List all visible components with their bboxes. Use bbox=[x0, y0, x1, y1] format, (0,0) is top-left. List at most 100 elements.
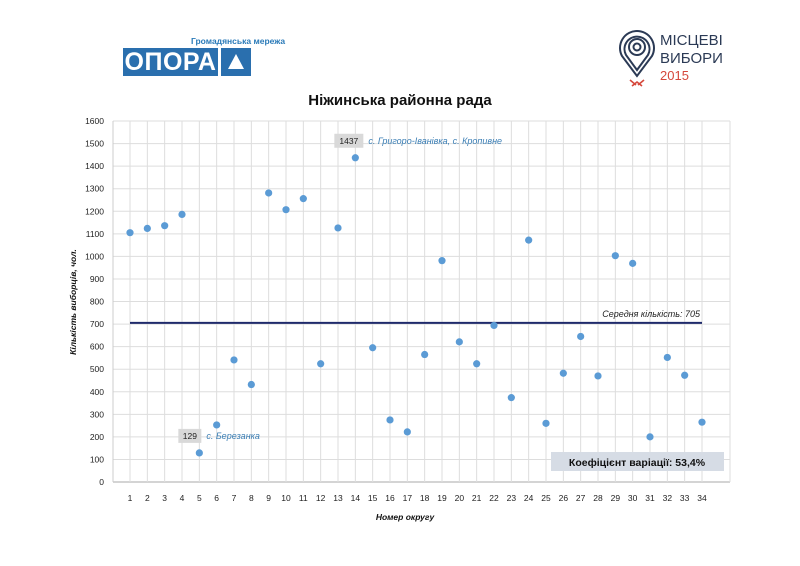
x-tick-label: 34 bbox=[697, 493, 707, 503]
data-point bbox=[178, 210, 186, 219]
x-tick-label: 6 bbox=[214, 493, 219, 503]
data-point bbox=[317, 360, 325, 368]
y-tick-label: 1000 bbox=[85, 251, 104, 261]
variation-label: Коефіцієнт варіації: 53,4% bbox=[569, 457, 706, 469]
y-tick-label: 1500 bbox=[85, 139, 104, 149]
y-tick-label: 400 bbox=[90, 387, 104, 397]
x-tick-label: 7 bbox=[232, 493, 237, 503]
x-axis-title: Номер округу bbox=[376, 512, 436, 522]
y-tick-label: 600 bbox=[90, 342, 104, 352]
x-tick-label: 14 bbox=[351, 493, 361, 503]
data-point bbox=[230, 356, 238, 364]
y-tick-label: 1100 bbox=[86, 229, 105, 239]
x-tick-label: 11 bbox=[299, 493, 308, 503]
data-point bbox=[421, 350, 429, 359]
data-point bbox=[161, 222, 169, 230]
x-tick-label: 5 bbox=[197, 493, 202, 503]
data-point bbox=[455, 338, 463, 346]
grid bbox=[112, 120, 731, 483]
data-point bbox=[247, 380, 255, 389]
y-axis-title: Кількість виборців, чол. bbox=[68, 249, 78, 355]
data-point bbox=[646, 433, 654, 441]
x-tick-label: 10 bbox=[281, 493, 291, 503]
annotation-value-box bbox=[178, 428, 202, 443]
data-point bbox=[490, 321, 498, 330]
data-point bbox=[438, 257, 446, 265]
opora-subtitle: Громадянська мережа bbox=[191, 36, 286, 46]
data-point bbox=[334, 224, 342, 232]
x-tick-label: 2 bbox=[145, 493, 150, 503]
data-point bbox=[386, 416, 394, 424]
data-point bbox=[282, 206, 290, 214]
x-tick-label: 9 bbox=[266, 493, 271, 503]
x-tick-label: 8 bbox=[249, 493, 254, 503]
data-point bbox=[473, 360, 481, 368]
elections-line1: МІСЦЕВІ bbox=[660, 32, 723, 49]
data-point bbox=[143, 224, 151, 232]
x-tick-label: 26 bbox=[559, 493, 569, 503]
data-point bbox=[126, 229, 134, 237]
data-point bbox=[299, 195, 307, 203]
x-tick-label: 28 bbox=[593, 493, 603, 503]
x-tick-label: 25 bbox=[541, 493, 551, 503]
x-tick-label: 24 bbox=[524, 493, 534, 503]
x-tick-label: 19 bbox=[437, 493, 447, 503]
x-ticks: 1 2 3 4 5 6 7 8 9 10 11 12 13 14 15 16 17 18 19 20 21 22 23 24 2… bbox=[128, 493, 707, 503]
y-tick-label: 1600 bbox=[85, 116, 104, 126]
annotation-value-box bbox=[334, 133, 364, 148]
opora-triangle-icon bbox=[221, 48, 251, 76]
y-tick-label: 1400 bbox=[85, 161, 104, 171]
chart-title: Ніжинська районна рада bbox=[308, 92, 492, 109]
data-point bbox=[507, 394, 515, 402]
data-point bbox=[611, 252, 619, 260]
x-tick-label: 33 bbox=[680, 493, 690, 503]
y-tick-label: 900 bbox=[90, 274, 104, 284]
y-tick-label: 1300 bbox=[85, 184, 104, 194]
data-point bbox=[213, 421, 221, 429]
data-point bbox=[195, 449, 203, 457]
data-point bbox=[403, 428, 411, 436]
data-point bbox=[559, 369, 567, 377]
y-tick-label: 200 bbox=[90, 432, 104, 442]
y-tick-label: 300 bbox=[90, 409, 104, 419]
x-tick-label: 21 bbox=[472, 493, 482, 503]
data-point bbox=[629, 259, 637, 267]
mean-label: Середня кількість: 705 bbox=[602, 309, 701, 319]
variation-box bbox=[551, 452, 724, 471]
x-tick-label: 13 bbox=[333, 493, 343, 503]
annotation-value: 129 bbox=[183, 431, 197, 441]
x-tick-label: 4 bbox=[180, 493, 185, 503]
annotation-value: 1437 bbox=[339, 136, 358, 146]
data-point bbox=[542, 419, 550, 427]
x-tick-label: 15 bbox=[368, 493, 378, 503]
x-tick-label: 29 bbox=[611, 493, 621, 503]
data-point bbox=[525, 236, 533, 244]
points bbox=[126, 154, 706, 457]
x-tick-label: 32 bbox=[663, 493, 673, 503]
x-tick-label: 16 bbox=[385, 493, 395, 503]
annotation-text: с. Березанка bbox=[206, 431, 260, 441]
x-tick-label: 27 bbox=[576, 493, 586, 503]
x-tick-label: 3 bbox=[162, 493, 167, 503]
x-tick-label: 30 bbox=[628, 493, 638, 503]
pin-icon bbox=[619, 30, 655, 87]
x-tick-label: 1 bbox=[128, 493, 133, 503]
data-point bbox=[351, 154, 359, 162]
x-tick-label: 17 bbox=[403, 493, 413, 503]
x-tick-label: 18 bbox=[420, 493, 430, 503]
elections-line2: ВИБОРИ bbox=[660, 50, 723, 67]
annotations: 1437 с. Григоро-Іванівка, с. Кропивне 129 с… bbox=[178, 133, 502, 443]
data-point bbox=[698, 418, 706, 426]
x-tick-label: 23 bbox=[507, 493, 517, 503]
x-tick-label: 12 bbox=[316, 493, 326, 503]
x-tick-label: 22 bbox=[489, 493, 499, 503]
y-tick-label: 1200 bbox=[85, 206, 104, 216]
data-point bbox=[681, 371, 689, 379]
y-tick-label: 700 bbox=[90, 319, 104, 329]
elections-year: 2015 bbox=[660, 68, 689, 83]
x-tick-label: 31 bbox=[645, 493, 655, 503]
annotation-text: с. Григоро-Іванівка, с. Кропивне bbox=[368, 136, 502, 146]
y-tick-label: 100 bbox=[90, 454, 104, 464]
y-tick-label: 0 bbox=[99, 477, 104, 487]
